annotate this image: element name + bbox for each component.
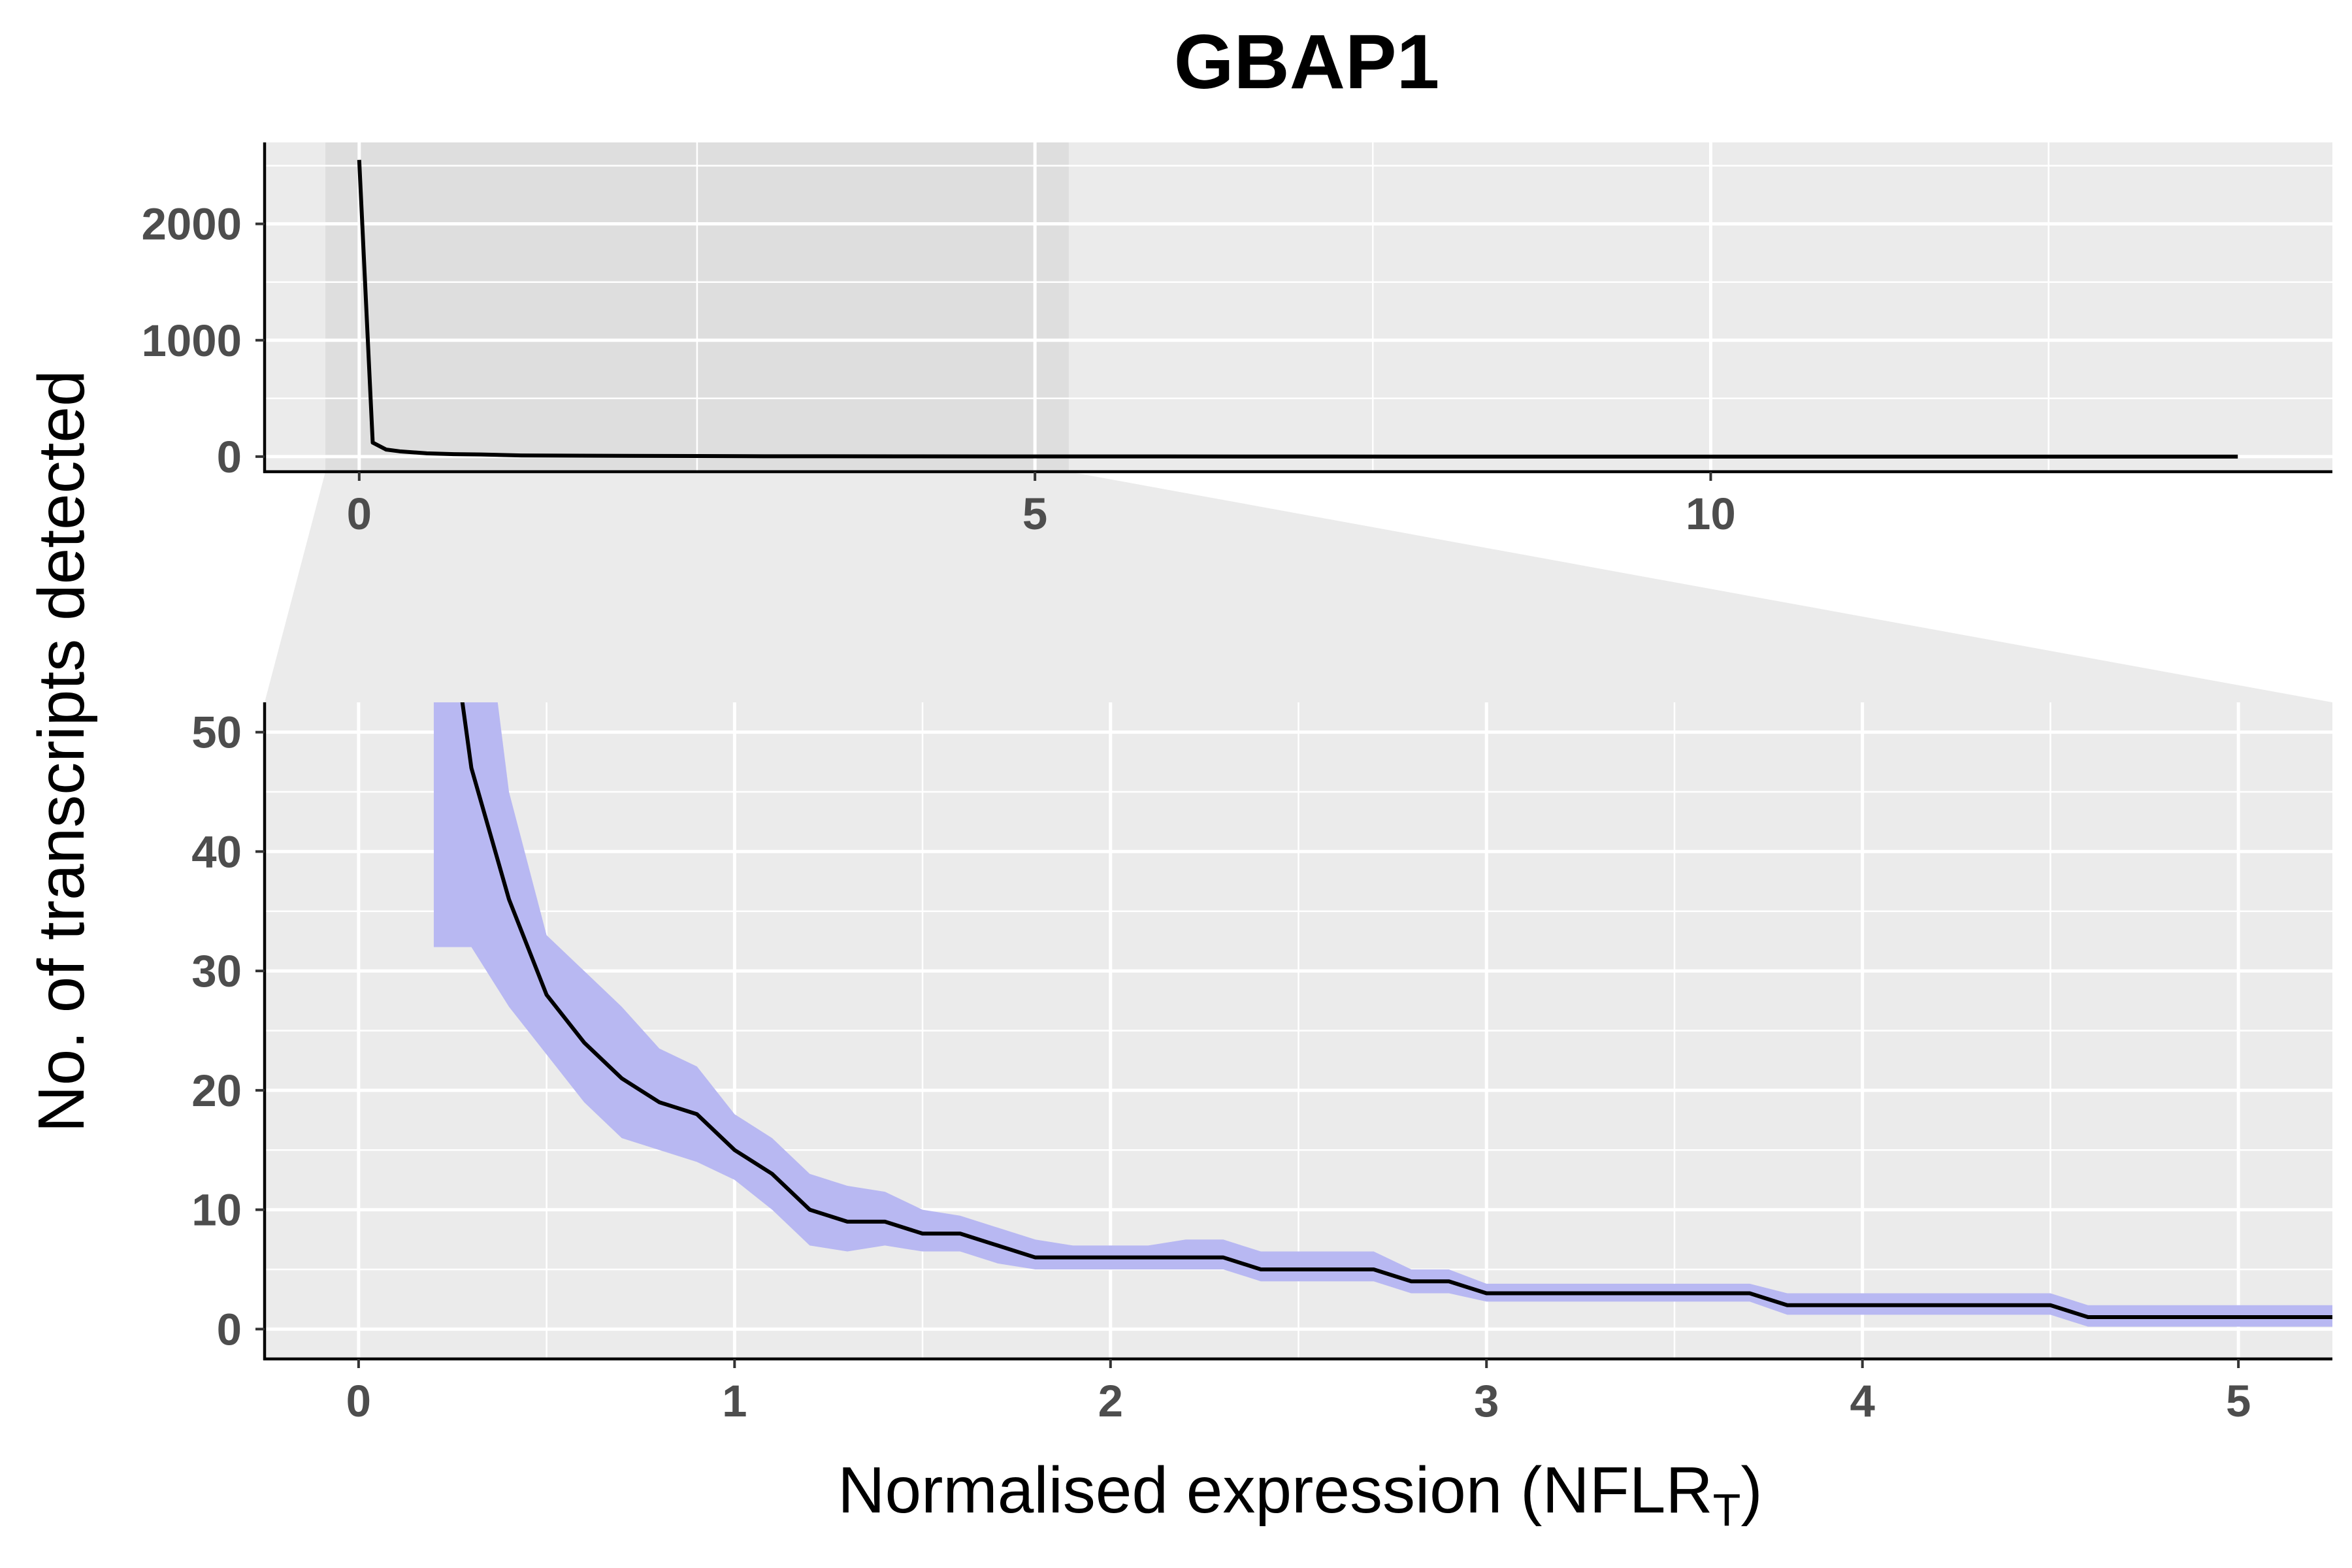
zoom-connector-shape	[265, 472, 2332, 702]
zoom-plot-area	[433, 702, 2332, 1327]
zoom-series-line	[460, 702, 2332, 1320]
overview-y-tick-label: 2000	[142, 199, 242, 250]
x-axis-title-subscript: T	[1713, 1484, 1741, 1535]
zoom-x-tick-label: 2	[1098, 1376, 1123, 1426]
zoom-y-tick-label: 0	[217, 1304, 242, 1354]
zoom-connector	[265, 472, 2332, 702]
zoom-x-tick-label: 1	[722, 1376, 747, 1426]
overview-y-tick-label: 1000	[142, 316, 242, 366]
overview-panel: 0 5 10 0 1000 2000	[142, 142, 2332, 539]
x-axis-title-main: Normalised expression (NFLR	[838, 1454, 1712, 1527]
zoom-y-tick-label: 30	[191, 946, 242, 996]
zoom-y-tick-label: 10	[191, 1185, 242, 1235]
chart-title: GBAP1	[1174, 19, 1440, 105]
overview-x-tick-label: 0	[347, 489, 372, 539]
overview-series-line	[357, 159, 2238, 459]
overview-x-tick-label: 10	[1686, 489, 1736, 539]
overview-plot-area	[357, 159, 2238, 459]
zoom-y-tick-label: 20	[191, 1066, 242, 1116]
zoom-x-tick-label: 4	[1850, 1376, 1874, 1426]
zoom-y-tick-label: 40	[191, 826, 242, 877]
x-axis-title: Normalised expression (NFLRT)	[838, 1454, 1762, 1535]
overview-y-tick-label: 0	[217, 432, 242, 482]
x-axis-title-suffix: )	[1740, 1454, 1762, 1527]
zoom-x-tick-label: 3	[1474, 1376, 1499, 1426]
overview-x-tick-label: 5	[1022, 489, 1047, 539]
zoom-y-tick-label: 50	[191, 708, 242, 758]
y-axis-title: No. of transcripts detected	[25, 370, 98, 1132]
zoom-x-tick-label: 5	[2226, 1376, 2251, 1426]
zoom-x-tick-label: 0	[346, 1376, 371, 1426]
